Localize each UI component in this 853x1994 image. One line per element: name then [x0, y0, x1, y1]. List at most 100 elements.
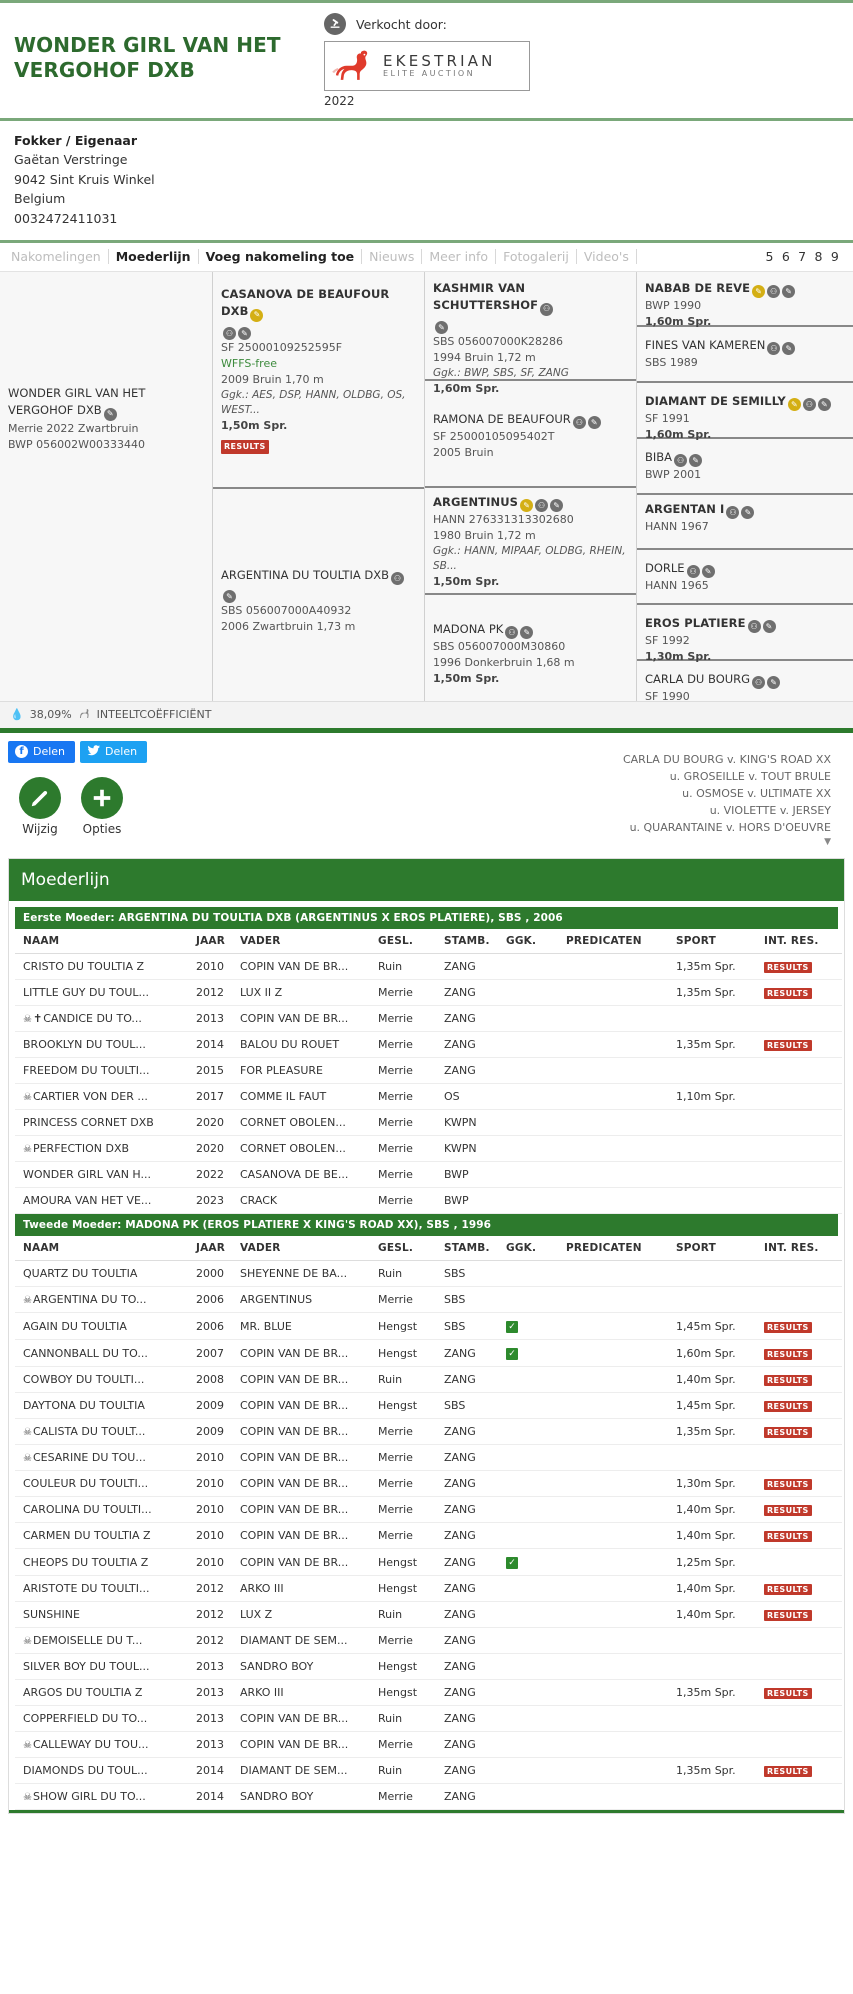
horse-name[interactable]: CALISTA DU TOULT...: [32, 1425, 146, 1439]
pedigree-icon[interactable]: ⚇: [223, 326, 236, 340]
twitter-share-button[interactable]: Delen: [80, 740, 148, 763]
pedigree-node-dam[interactable]: ARGENTINA DU TOULTIA DXB ⚇ ✎ SBS 056007000…: [213, 489, 424, 641]
edit-icon[interactable]: ✎: [103, 407, 117, 421]
pedigree-dam-sire-name[interactable]: ARGENTINUS: [433, 494, 519, 509]
pedigree-node-g3-2[interactable]: FINES VAN KAMEREN ⚇ ✎ SBS 1989: [637, 327, 853, 381]
tab-voeg-nakomeling-toe[interactable]: Voeg nakomeling toe: [199, 248, 363, 264]
pedigree-subject-name[interactable]: WONDER GIRL VAN HET VERGOHOF DXB: [8, 385, 146, 418]
horse-name[interactable]: CANNONBALL DU TO...: [23, 1346, 148, 1360]
horse-name[interactable]: CESARINE DU TOU...: [32, 1451, 146, 1465]
results-badge[interactable]: RESULTS: [764, 1766, 812, 1778]
table-row[interactable]: ARGOS DU TOULTIA Z 2013 ARKO III Hengst ZANG…: [15, 1679, 842, 1707]
horse-name[interactable]: PERFECTION DXB: [32, 1142, 130, 1156]
pedigree-icon[interactable]: ⚇: [726, 506, 740, 520]
table-row[interactable]: COPPERFIELD DU TO... 2013 COPIN VAN DE BR.…: [15, 1705, 842, 1733]
edit-icon[interactable]: ✎: [550, 499, 564, 513]
table-row[interactable]: BROOKLYN DU TOUL... 2014 BALOU DU ROUET Mer…: [15, 1031, 842, 1059]
horse-name[interactable]: CARMEN DU TOULTIA Z: [23, 1529, 151, 1543]
horse-name[interactable]: AGAIN DU TOULTIA: [23, 1319, 127, 1333]
pedigree-icon[interactable]: ⚇: [767, 285, 781, 299]
table-row[interactable]: DIAMONDS DU TOUL... 2014 DIAMANT DE SEM...…: [15, 1757, 842, 1785]
pedigree-g3-name[interactable]: ARGENTAN I: [645, 501, 725, 516]
pedigree-node-g3-5[interactable]: ARGENTAN I ⚇ ✎ HANN 1967: [637, 495, 853, 548]
pedigree-node-sire[interactable]: CASANOVA DE BEAUFOUR DXB ✎ ⚇ ✎ SF 25000109…: [213, 272, 424, 487]
tab-moederlijn[interactable]: Moederlijn: [109, 248, 199, 264]
results-badge[interactable]: RESULTS: [764, 962, 812, 974]
horse-name[interactable]: WONDER GIRL VAN H...: [23, 1168, 151, 1182]
table-row[interactable]: AMOURA VAN HET VE... 2023 CRACK Merrie BWP: [15, 1187, 842, 1215]
edit-icon[interactable]: ✎: [435, 320, 448, 334]
pedigree-sire-dam-name[interactable]: RAMONA DE BEAUFOUR: [433, 411, 571, 426]
table-row[interactable]: COULEUR DU TOULTI... 2010 COPIN VAN DE BR.…: [15, 1470, 842, 1498]
horse-name[interactable]: COWBOY DU TOULTI...: [23, 1373, 145, 1387]
pedigree-node-g3-6[interactable]: DORLE ⚇ ✎ HANN 1965: [637, 550, 853, 603]
pedigree-sire-sire-name[interactable]: KASHMIR VAN SCHUTTERSHOF: [433, 280, 539, 313]
tab-nieuws[interactable]: Nieuws: [362, 248, 423, 264]
pedigree-g3-name[interactable]: NABAB DE REVE: [645, 280, 751, 295]
pedigree-dam-dam-name[interactable]: MADONA PK: [433, 621, 504, 636]
edit-icon[interactable]: ✎: [782, 285, 796, 299]
horse-name[interactable]: ARGOS DU TOULTIA Z: [23, 1686, 143, 1700]
horse-name[interactable]: PRINCESS CORNET DXB: [23, 1116, 154, 1130]
edit-icon[interactable]: ✎: [741, 506, 755, 520]
table-row[interactable]: PRINCESS CORNET DXB 2020 CORNET OBOLEN... M…: [15, 1109, 842, 1137]
edit-icon[interactable]: ✎: [782, 342, 796, 356]
horse-name[interactable]: SILVER BOY DU TOUL...: [23, 1660, 150, 1674]
table-row[interactable]: ☠ARGENTINA DU TO... 2006 ARGENTINUS Merrie S…: [15, 1286, 842, 1314]
pedigree-icon[interactable]: ⚇: [505, 626, 519, 640]
table-row[interactable]: CHEOPS DU TOULTIA Z 2010 COPIN VAN DE BR..…: [15, 1548, 842, 1577]
table-row[interactable]: ☠CALLEWAY DU TOU... 2013 COPIN VAN DE BR..…: [15, 1731, 842, 1759]
pedigree-icon[interactable]: ⚇: [767, 342, 781, 356]
edit-icon[interactable]: ✎: [520, 626, 534, 640]
stallion-icon[interactable]: ✎: [752, 285, 766, 299]
pedigree-g3-name[interactable]: DORLE: [645, 560, 685, 575]
stallion-icon[interactable]: ✎: [250, 308, 264, 322]
horse-name[interactable]: CHEOPS DU TOULTIA Z: [23, 1555, 149, 1569]
facebook-share-button[interactable]: f Delen: [8, 740, 76, 763]
pedigree-node-g3-1[interactable]: NABAB DE REVE ✎ ⚇ ✎ BWP 1990 1,60m Spr.: [637, 272, 853, 328]
table-row[interactable]: ☠CESARINE DU TOU... 2010 COPIN VAN DE BR..…: [15, 1444, 842, 1472]
horse-name[interactable]: QUARTZ DU TOULTIA: [23, 1267, 138, 1281]
results-badge[interactable]: RESULTS: [764, 1531, 812, 1543]
chevron-down-icon[interactable]: ▼: [824, 837, 831, 848]
horse-name[interactable]: AMOURA VAN HET VE...: [23, 1194, 152, 1208]
pedigree-node-g3-4[interactable]: BIBA ⚇ ✎ BWP 2001: [637, 439, 853, 493]
pedigree-g3-name[interactable]: EROS PLATIERE: [645, 615, 746, 630]
table-row[interactable]: CRISTO DU TOULTIA Z 2010 COPIN VAN DE BR..…: [15, 953, 842, 981]
table-row[interactable]: ☠PERFECTION DXB 2020 CORNET OBOLEN... Merri…: [15, 1135, 842, 1163]
pedigree-g3-name[interactable]: DIAMANT DE SEMILLY: [645, 393, 786, 408]
horse-name[interactable]: ARISTOTE DU TOULTI...: [23, 1582, 150, 1596]
edit-action[interactable]: Wijzig: [16, 776, 64, 836]
horse-name[interactable]: DIAMONDS DU TOUL...: [23, 1764, 148, 1778]
pedigree-node-g3-7[interactable]: EROS PLATIERE ⚇ ✎ SF 1992 1,30m Spr.: [637, 605, 853, 663]
pedigree-icon[interactable]: ⚇: [747, 620, 761, 634]
pedigree-icon[interactable]: ⚇: [391, 572, 404, 586]
horse-name[interactable]: DEMOISELLE DU T...: [32, 1634, 143, 1648]
table-row[interactable]: ARISTOTE DU TOULTI... 2012 ARKO III Hengst Z…: [15, 1575, 842, 1603]
results-badge[interactable]: RESULTS: [764, 1427, 812, 1439]
table-row[interactable]: COWBOY DU TOULTI... 2008 COPIN VAN DE BR..…: [15, 1366, 842, 1394]
results-badge[interactable]: RESULTS: [764, 1401, 812, 1413]
table-row[interactable]: ☠SHOW GIRL DU TO... 2014 SANDRO BOY Merrie Z…: [15, 1783, 842, 1811]
table-row[interactable]: SUNSHINE 2012 LUX Z Ruin ZANG 1,40m Spr. RESUL…: [15, 1601, 842, 1629]
pedigree-icon[interactable]: ⚇: [674, 454, 688, 468]
pedigree-node-sire-dam[interactable]: RAMONA DE BEAUFOUR ⚇ ✎ SF 25000105095402T …: [425, 381, 636, 486]
table-row[interactable]: AGAIN DU TOULTIA 2006 MR. BLUE Hengst SBS ✓ 1,…: [15, 1312, 842, 1341]
horse-name[interactable]: SUNSHINE: [23, 1608, 80, 1622]
pedigree-icon[interactable]: ⚇: [540, 302, 554, 316]
results-badge[interactable]: RESULTS: [764, 1505, 812, 1517]
tab-meer-info[interactable]: Meer info: [422, 248, 497, 264]
table-row[interactable]: SILVER BOY DU TOUL... 2013 SANDRO BOY Hengs…: [15, 1653, 842, 1681]
edit-icon[interactable]: ✎: [689, 454, 703, 468]
horse-name[interactable]: DAYTONA DU TOULTIA: [23, 1399, 145, 1413]
pedigree-icon[interactable]: ⚇: [572, 416, 586, 430]
tab-videos[interactable]: Video's: [577, 248, 637, 264]
results-badge[interactable]: RESULTS: [764, 1348, 812, 1360]
tab-nakomelingen[interactable]: Nakomelingen: [4, 248, 109, 264]
pedigree-node-g3-3[interactable]: DIAMANT DE SEMILLY ✎ ⚇ ✎ SF 1991 1,60m Spr.: [637, 383, 853, 441]
pedigree-generation-pager[interactable]: 5 6 7 8 9: [765, 248, 841, 264]
horse-name[interactable]: COPPERFIELD DU TO...: [23, 1712, 148, 1726]
edit-icon[interactable]: ✎: [817, 398, 831, 412]
table-row[interactable]: WONDER GIRL VAN H... 2022 CASANOVA DE BE..…: [15, 1161, 842, 1189]
stallion-icon[interactable]: ✎: [520, 499, 534, 513]
